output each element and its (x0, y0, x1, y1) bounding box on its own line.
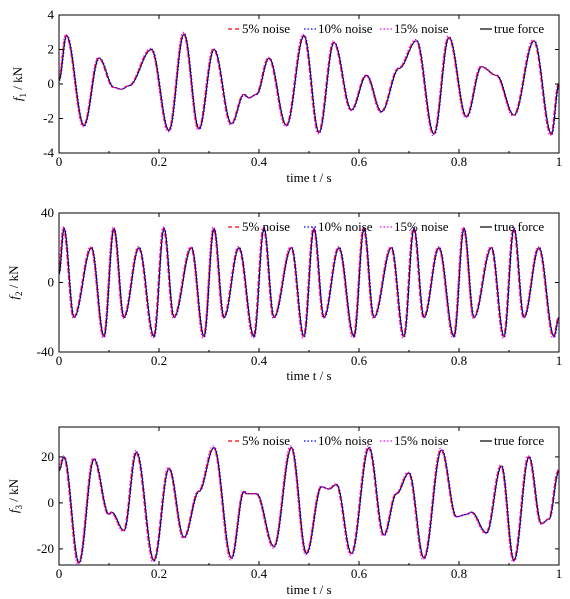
x-tick-label: 0.4 (251, 154, 268, 169)
y-tick-label: 20 (41, 449, 54, 464)
legend-label: true force (494, 21, 544, 36)
y-axis-label: f3 / kN (6, 478, 24, 513)
legend-label: true force (494, 219, 544, 234)
x-axis-label: time t / s (286, 368, 331, 383)
x-tick-label: 0.4 (251, 353, 268, 368)
y-tick-label: 4 (48, 7, 55, 22)
legend-label: 5% noise (242, 433, 290, 448)
series-line-true-force (59, 447, 559, 564)
y-tick-label: -40 (37, 344, 54, 359)
y-axis-label: f2 / kN (6, 265, 24, 300)
x-tick-label: 0.4 (251, 566, 268, 581)
y-tick-label: 0 (48, 495, 55, 510)
series-line-10-noise (59, 446, 559, 564)
panel-f1: 0 0.2 0.4 0.6 0.8 1 -4 -2 0 2 4 time t / s f1 / kN 5%… (10, 7, 562, 185)
legend-label: 5% noise (242, 21, 290, 36)
x-tick-label: 0.8 (451, 566, 467, 581)
series-line-5-noise (59, 447, 559, 564)
x-tick-label: 1 (556, 154, 563, 169)
series-line-5-noise (59, 33, 559, 135)
series-line-10-noise (59, 227, 559, 338)
legend-label: true force (494, 433, 544, 448)
y-axis-label: f1 / kN (10, 66, 28, 101)
x-tick-label: 0 (56, 353, 63, 368)
series-line-15-noise (59, 445, 559, 565)
series-line-true-force (59, 33, 559, 135)
x-tick-label: 0.8 (451, 154, 467, 169)
x-tick-label: 0.2 (151, 566, 167, 581)
x-tick-label: 0.2 (151, 154, 167, 169)
y-tick-label: -4 (43, 145, 54, 160)
x-tick-label: 0 (56, 154, 63, 169)
x-tick-label: 0.6 (351, 154, 368, 169)
y-tick-label: 0 (48, 275, 55, 290)
x-tick-label: 0 (56, 566, 63, 581)
legend-label: 15% noise (394, 433, 449, 448)
x-tick-label: 1 (556, 353, 563, 368)
y-tick-label: 2 (48, 42, 55, 57)
legend-label: 15% noise (394, 219, 449, 234)
legend-label: 5% noise (242, 219, 290, 234)
x-axis-label: time t / s (286, 582, 331, 597)
y-tick-label: -20 (37, 541, 54, 556)
series-line-10-noise (59, 32, 559, 136)
legend-label: 10% noise (318, 219, 373, 234)
legend-label: 10% noise (318, 21, 373, 36)
plot-frame (58, 14, 560, 154)
legend-label: 15% noise (394, 21, 449, 36)
x-tick-label: 0.6 (351, 353, 368, 368)
series-line-15-noise (59, 226, 559, 339)
legend-label: 10% noise (318, 433, 373, 448)
x-tick-label: 0.2 (151, 353, 167, 368)
y-tick-label: 0 (48, 76, 55, 91)
y-tick-label: -2 (43, 111, 54, 126)
x-axis-label: time t / s (286, 170, 331, 185)
y-tick-label: 40 (41, 205, 54, 220)
x-tick-label: 0.8 (451, 353, 467, 368)
x-tick-label: 1 (556, 566, 563, 581)
series-line-true-force (59, 227, 559, 338)
series-line-15-noise (59, 31, 559, 137)
x-tick-label: 0.6 (351, 566, 368, 581)
